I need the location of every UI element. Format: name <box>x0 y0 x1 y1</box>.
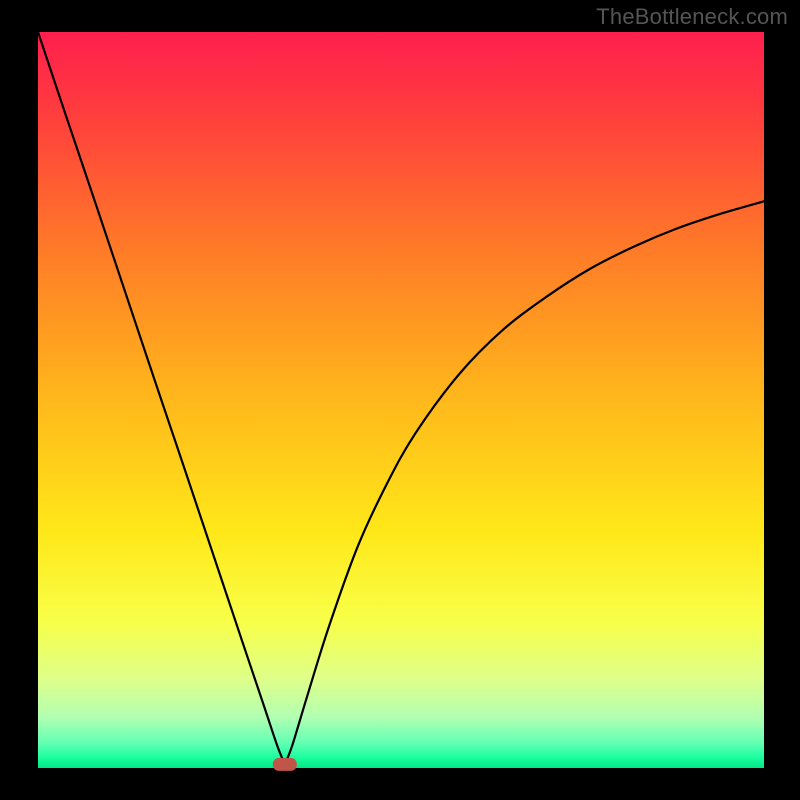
plot-gradient <box>38 32 764 768</box>
bottleneck-chart <box>0 0 800 800</box>
watermark-text: TheBottleneck.com <box>596 4 788 30</box>
chart-stage: TheBottleneck.com <box>0 0 800 800</box>
optimum-marker <box>273 758 297 771</box>
